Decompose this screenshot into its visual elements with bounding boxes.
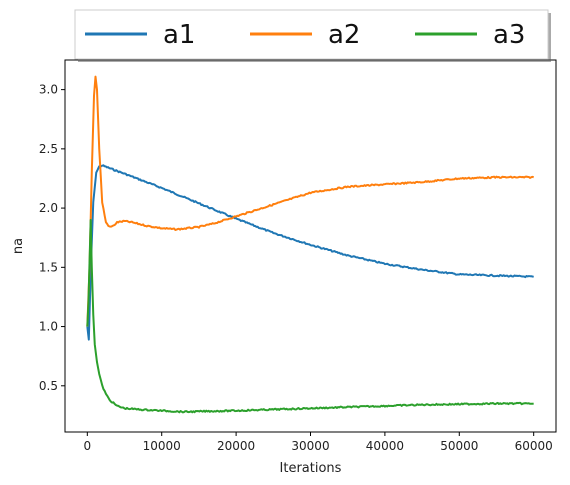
x-tick-label: 50000 [440,439,478,453]
x-tick-label: 20000 [217,439,255,453]
legend: a1 a2 a3 [74,9,551,62]
series-line-a3 [86,218,534,414]
x-tick-label: 40000 [366,439,404,453]
x-tick-label: 30000 [291,439,329,453]
legend-label-a1: a1 [163,20,195,50]
y-axis-label: na [11,238,26,254]
x-axis: 0 10000 20000 30000 40000 50000 60000 [83,432,553,453]
series-line-a1 [86,164,534,341]
y-tick-label: 1.5 [39,260,58,274]
x-tick-label: 60000 [515,439,553,453]
series-layer [86,75,535,414]
y-axis: 0.5 1.0 1.5 2.0 2.5 3.0 [39,83,65,393]
x-tick-label: 10000 [143,439,181,453]
y-tick-label: 2.0 [39,201,58,215]
x-tick-label: 0 [83,439,91,453]
x-axis-label: Iterations [280,461,342,476]
y-tick-label: 0.5 [39,379,58,393]
y-tick-label: 1.0 [39,320,58,334]
y-tick-label: 2.5 [39,142,58,156]
legend-label-a3: a3 [493,20,525,50]
series-line-a2 [86,75,535,327]
legend-label-a2: a2 [328,20,360,50]
y-tick-label: 3.0 [39,83,58,97]
